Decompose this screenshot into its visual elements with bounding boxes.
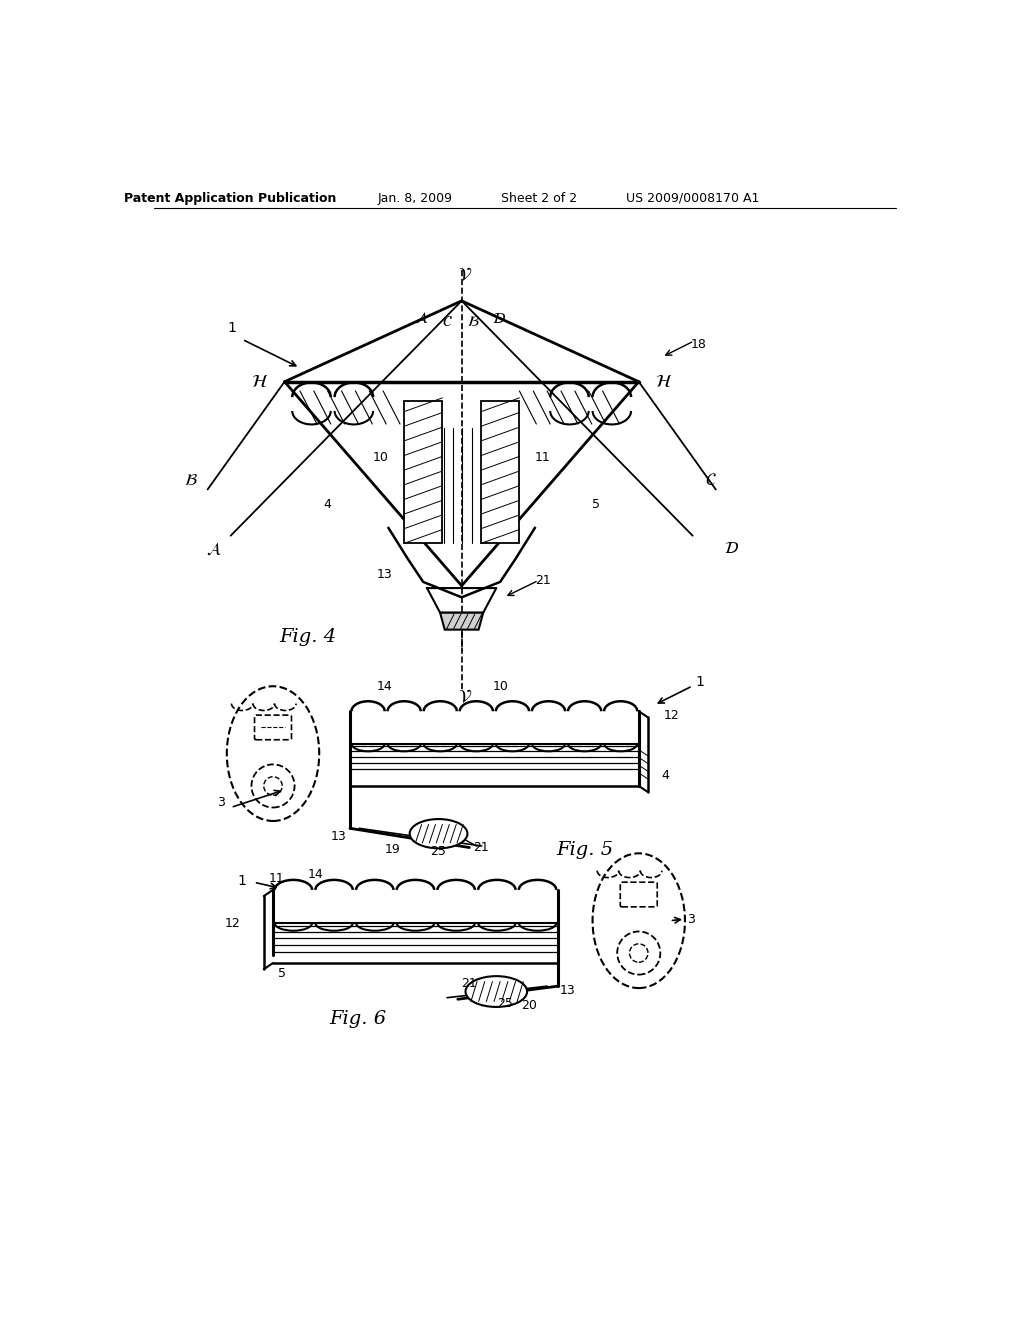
Text: $\mathcal{A}$: $\mathcal{A}$ [206, 540, 221, 557]
Text: 10: 10 [373, 450, 389, 463]
Text: 19: 19 [384, 843, 400, 857]
Text: $\mathcal{D}$: $\mathcal{D}$ [724, 540, 738, 557]
Text: 13: 13 [559, 983, 575, 997]
Text: 21: 21 [462, 977, 477, 990]
Text: US 2009/0008170 A1: US 2009/0008170 A1 [626, 191, 760, 205]
Text: 5: 5 [593, 499, 600, 511]
Polygon shape [440, 612, 483, 630]
Text: Fig. 4: Fig. 4 [280, 628, 336, 647]
Text: 12: 12 [225, 916, 241, 929]
Text: 25: 25 [431, 845, 446, 858]
Text: Sheet 2 of 2: Sheet 2 of 2 [501, 191, 577, 205]
Text: 1: 1 [238, 874, 247, 887]
Text: 20: 20 [521, 999, 537, 1012]
Text: 4: 4 [323, 499, 331, 511]
Text: 12: 12 [664, 709, 679, 722]
Text: 3: 3 [687, 912, 695, 925]
Text: 10: 10 [493, 680, 508, 693]
Text: 21: 21 [473, 841, 488, 854]
Text: 11: 11 [535, 450, 550, 463]
Text: $\mathcal{H}$: $\mathcal{H}$ [654, 372, 672, 391]
Text: $\mathcal{C}$: $\mathcal{C}$ [706, 471, 717, 488]
Bar [481, 401, 519, 544]
Text: 11: 11 [269, 871, 285, 884]
Text: 14: 14 [377, 680, 392, 693]
Text: 3: 3 [217, 796, 224, 809]
Text: 13: 13 [377, 568, 392, 581]
Bar [403, 401, 442, 544]
Text: $\mathcal{C}$: $\mathcal{C}$ [442, 315, 454, 330]
Text: $\mathcal{V}$: $\mathcal{V}$ [458, 267, 472, 284]
Text: Patent Application Publication: Patent Application Publication [125, 191, 337, 205]
Ellipse shape [466, 977, 527, 1007]
Text: 14: 14 [307, 869, 324, 880]
Text: 25: 25 [498, 997, 513, 1010]
Text: $\mathcal{V}$: $\mathcal{V}$ [458, 689, 472, 706]
Text: 4: 4 [662, 770, 670, 783]
Text: 1: 1 [696, 675, 705, 689]
Ellipse shape [410, 818, 467, 849]
Text: 1: 1 [227, 321, 237, 335]
Text: $\mathcal{A}$: $\mathcal{A}$ [415, 312, 429, 326]
Text: 13: 13 [331, 829, 346, 842]
Text: $\mathcal{D}$: $\mathcal{D}$ [492, 312, 506, 326]
Text: Fig. 6: Fig. 6 [329, 1010, 386, 1028]
Text: 21: 21 [535, 574, 550, 587]
Text: $\mathcal{H}$: $\mathcal{H}$ [251, 372, 268, 391]
Text: $\mathcal{B}$: $\mathcal{B}$ [183, 471, 198, 488]
Text: $\mathcal{B}$: $\mathcal{B}$ [467, 315, 479, 330]
Text: 18: 18 [691, 338, 707, 351]
Text: 5: 5 [279, 966, 287, 979]
Text: Jan. 8, 2009: Jan. 8, 2009 [378, 191, 453, 205]
Text: Fig. 5: Fig. 5 [556, 841, 613, 859]
